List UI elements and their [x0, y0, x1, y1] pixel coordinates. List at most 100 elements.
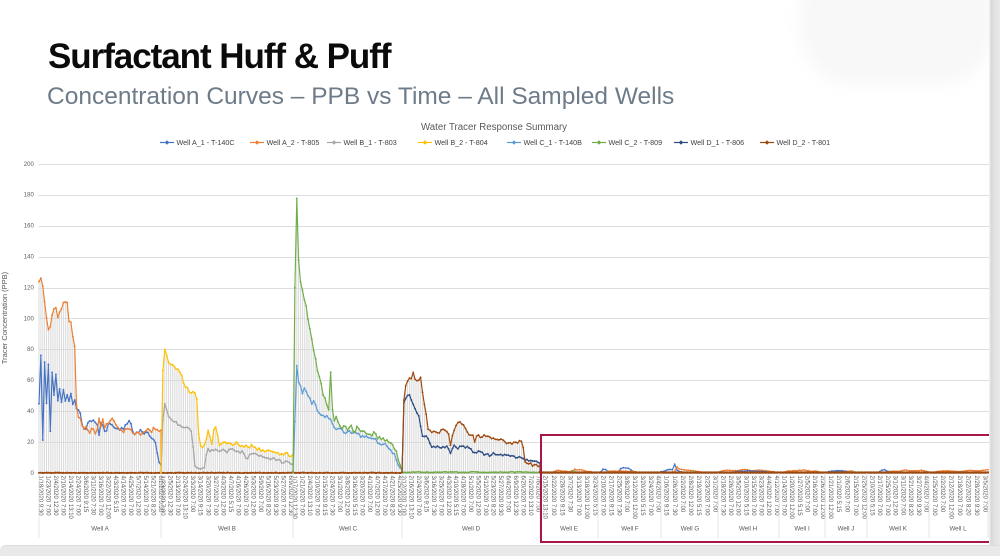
svg-text:2/28/2020 9:15: 2/28/2020 9:15: [558, 476, 564, 517]
svg-text:2/15/2020 9:15: 2/15/2020 9:15: [321, 476, 327, 517]
svg-text:2/24/2020 7:00: 2/24/2020 7:00: [415, 476, 421, 517]
svg-text:2/14/2020 13:10: 2/14/2020 13:10: [67, 476, 73, 520]
svg-text:3/24/2020 5:15: 3/24/2020 5:15: [591, 476, 597, 517]
svg-text:Water Tracer Response Summary: Water Tracer Response Summary: [421, 122, 567, 133]
svg-text:2/5/2020 7:00: 2/5/2020 7:00: [804, 476, 810, 513]
svg-text:2/28/2020 9:30: 2/28/2020 9:30: [973, 476, 979, 517]
svg-text:5/12/2020 7:00: 5/12/2020 7:00: [482, 476, 488, 517]
svg-text:2/8/2020 12:00: 2/8/2020 12:00: [687, 476, 693, 517]
svg-text:5/27/2020 7:00: 5/27/2020 7:00: [280, 476, 286, 517]
svg-text:Well A: Well A: [91, 526, 109, 533]
svg-text:Well E: Well E: [560, 526, 578, 533]
svg-text:3/18/2020 12:00: 3/18/2020 12:00: [583, 476, 589, 520]
svg-text:Well J: Well J: [838, 526, 855, 533]
svg-text:3/3/2020 7:00: 3/3/2020 7:00: [189, 476, 195, 513]
svg-text:5/7/2020 12:00: 5/7/2020 12:00: [135, 476, 141, 517]
svg-text:2/22/2020 7:00: 2/22/2020 7:00: [550, 476, 556, 517]
svg-text:Well C_2 - T-809: Well C_2 - T-809: [609, 138, 663, 147]
svg-text:5/23/2020 8:20: 5/23/2020 8:20: [490, 476, 496, 517]
svg-text:2/10/2020 7:00: 2/10/2020 7:00: [600, 476, 606, 517]
svg-text:5/23/2020 9:30: 5/23/2020 9:30: [272, 476, 278, 517]
svg-text:6/20/2020 7:00: 6/20/2020 7:00: [519, 476, 525, 517]
svg-text:4/7/2020 12:00: 4/7/2020 12:00: [374, 476, 380, 517]
svg-text:120: 120: [24, 285, 35, 291]
svg-text:1/14/2020 7:00: 1/14/2020 7:00: [781, 476, 787, 517]
svg-text:4/17/2020 7:00: 4/17/2020 7:00: [381, 476, 387, 517]
svg-text:Well A_1 - T-140C: Well A_1 - T-140C: [177, 138, 235, 147]
svg-text:2/2/2020 7:00: 2/2/2020 7:00: [939, 476, 945, 513]
svg-text:3/8/2020 7:00: 3/8/2020 7:00: [623, 476, 629, 513]
svg-text:4/26/2020 7:00: 4/26/2020 7:00: [242, 476, 248, 517]
svg-text:2/26/2020 7:00: 2/26/2020 7:00: [727, 476, 733, 517]
svg-text:5/21/2020 8:20: 5/21/2020 8:20: [150, 476, 156, 517]
svg-text:3/16/2020 5:15: 3/16/2020 5:15: [351, 476, 357, 517]
svg-text:2/25/2020 12:00: 2/25/2020 12:00: [860, 476, 866, 520]
svg-text:0: 0: [30, 471, 34, 477]
svg-text:6/4/2020 7:00: 6/4/2020 7:00: [504, 476, 510, 513]
svg-text:4/10/2020 5:15: 4/10/2020 5:15: [452, 476, 458, 517]
svg-text:Well I: Well I: [794, 526, 810, 533]
svg-text:5/16/2020 8:20: 5/16/2020 8:20: [265, 476, 271, 517]
svg-text:2/2/2020 7:00: 2/2/2020 7:00: [679, 476, 685, 513]
svg-text:4/3/2020 12:00: 4/3/2020 12:00: [219, 476, 225, 517]
svg-text:180: 180: [24, 193, 35, 199]
svg-text:1/25/2020 7:00: 1/25/2020 7:00: [931, 476, 937, 517]
svg-text:2/24/2020 13:10: 2/24/2020 13:10: [182, 476, 188, 520]
svg-text:Well K: Well K: [889, 526, 908, 533]
svg-text:2/24/2020 7:00: 2/24/2020 7:00: [75, 476, 81, 517]
svg-text:4/21/2020 8:20: 4/21/2020 8:20: [389, 476, 395, 517]
svg-text:Well F: Well F: [621, 526, 639, 533]
svg-text:2/10/2020 7:00: 2/10/2020 7:00: [314, 476, 320, 517]
svg-text:2/15/2020 13:10: 2/15/2020 13:10: [542, 476, 548, 520]
svg-text:2/25/2020 7:30: 2/25/2020 7:30: [615, 476, 621, 517]
svg-text:3/5/2020 7:00: 3/5/2020 7:00: [981, 476, 987, 513]
svg-text:Well C: Well C: [339, 526, 358, 533]
svg-text:6/2/2020 9:30: 6/2/2020 9:30: [157, 476, 163, 513]
svg-text:6/9/2020 12:30: 6/9/2020 12:30: [287, 476, 293, 517]
svg-text:5/3/2020 12:00: 5/3/2020 12:00: [250, 476, 256, 517]
svg-text:2/23/2020 7:00: 2/23/2020 7:00: [703, 476, 709, 517]
svg-text:2/6/2020 7:00: 2/6/2020 7:00: [844, 476, 850, 513]
svg-text:3/1/2020 12:00: 3/1/2020 12:00: [892, 476, 898, 517]
svg-text:4/4/2020 12:00: 4/4/2020 12:00: [765, 476, 771, 517]
svg-text:Well C_1 - T-140B: Well C_1 - T-140B: [524, 138, 583, 147]
svg-text:3/12/2020 12:00: 3/12/2020 12:00: [631, 476, 637, 520]
svg-text:4/14/2020 7:00: 4/14/2020 7:00: [120, 476, 126, 517]
svg-text:1/27/2020 5:15: 1/27/2020 5:15: [796, 476, 802, 517]
svg-text:3/25/2020 7:00: 3/25/2020 7:00: [437, 476, 443, 517]
svg-text:1/16/2020 9:15: 1/16/2020 9:15: [663, 476, 669, 517]
svg-text:4/12/2020 7:00: 4/12/2020 7:00: [773, 476, 779, 517]
svg-text:1/23/2020 7:00: 1/23/2020 7:00: [159, 476, 165, 517]
svg-text:2/4/2020 13:10: 2/4/2020 13:10: [306, 476, 312, 517]
svg-text:4/7/2020 5:15: 4/7/2020 5:15: [227, 476, 233, 513]
svg-text:1/21/2020 7:00: 1/21/2020 7:00: [299, 476, 305, 517]
svg-text:5/9/2020 7:00: 5/9/2020 7:00: [257, 476, 263, 513]
svg-text:2/22/2020 8:20: 2/22/2020 8:20: [965, 476, 971, 517]
svg-text:3/20/2020 5:15: 3/20/2020 5:15: [639, 476, 645, 517]
svg-text:Well D_2 - T-801: Well D_2 - T-801: [777, 138, 831, 147]
svg-text:2/13/2020 7:00: 2/13/2020 7:00: [174, 476, 180, 517]
svg-text:1/23/2020 7:00: 1/23/2020 7:00: [45, 476, 51, 517]
svg-text:2/1/2020 5:15: 2/1/2020 5:15: [835, 476, 841, 513]
svg-text:2/18/2020 7:00: 2/18/2020 7:00: [956, 476, 962, 517]
svg-text:3/7/2020 7:30: 3/7/2020 7:30: [567, 476, 573, 513]
svg-text:3/14/2020 9:15: 3/14/2020 9:15: [197, 476, 203, 517]
svg-text:4/25/2020 9:30: 4/25/2020 9:30: [396, 476, 402, 517]
svg-text:3/1/2020 7:00: 3/1/2020 7:00: [712, 476, 718, 513]
svg-text:2/16/2020 7:00: 2/16/2020 7:00: [811, 476, 817, 517]
svg-text:3/21/2020 8:20: 3/21/2020 8:20: [907, 476, 913, 517]
svg-text:4/4/2020 7:00: 4/4/2020 7:00: [923, 476, 929, 513]
svg-text:2/26/2020 12:00: 2/26/2020 12:00: [819, 476, 825, 520]
svg-text:4/16/2020 7:00: 4/16/2020 7:00: [234, 476, 240, 517]
svg-text:3/20/2020 7:30: 3/20/2020 7:30: [204, 476, 210, 517]
svg-text:2/17/2020 9:15: 2/17/2020 9:15: [607, 476, 613, 517]
svg-text:Well D: Well D: [462, 526, 481, 533]
svg-text:2/5/2020 12:30: 2/5/2020 12:30: [167, 476, 173, 517]
svg-text:40: 40: [27, 409, 34, 415]
svg-text:3/11/2020 7:30: 3/11/2020 7:30: [90, 476, 96, 516]
svg-text:3/16/2020 7:30: 3/16/2020 7:30: [430, 476, 436, 517]
svg-text:20: 20: [27, 440, 34, 446]
svg-text:1/18/2020 9:30: 1/18/2020 9:30: [37, 476, 43, 517]
svg-text:1/26/2020 7:30: 1/26/2020 7:30: [671, 476, 677, 517]
svg-text:3/16/2020 7:00: 3/16/2020 7:00: [97, 476, 103, 517]
